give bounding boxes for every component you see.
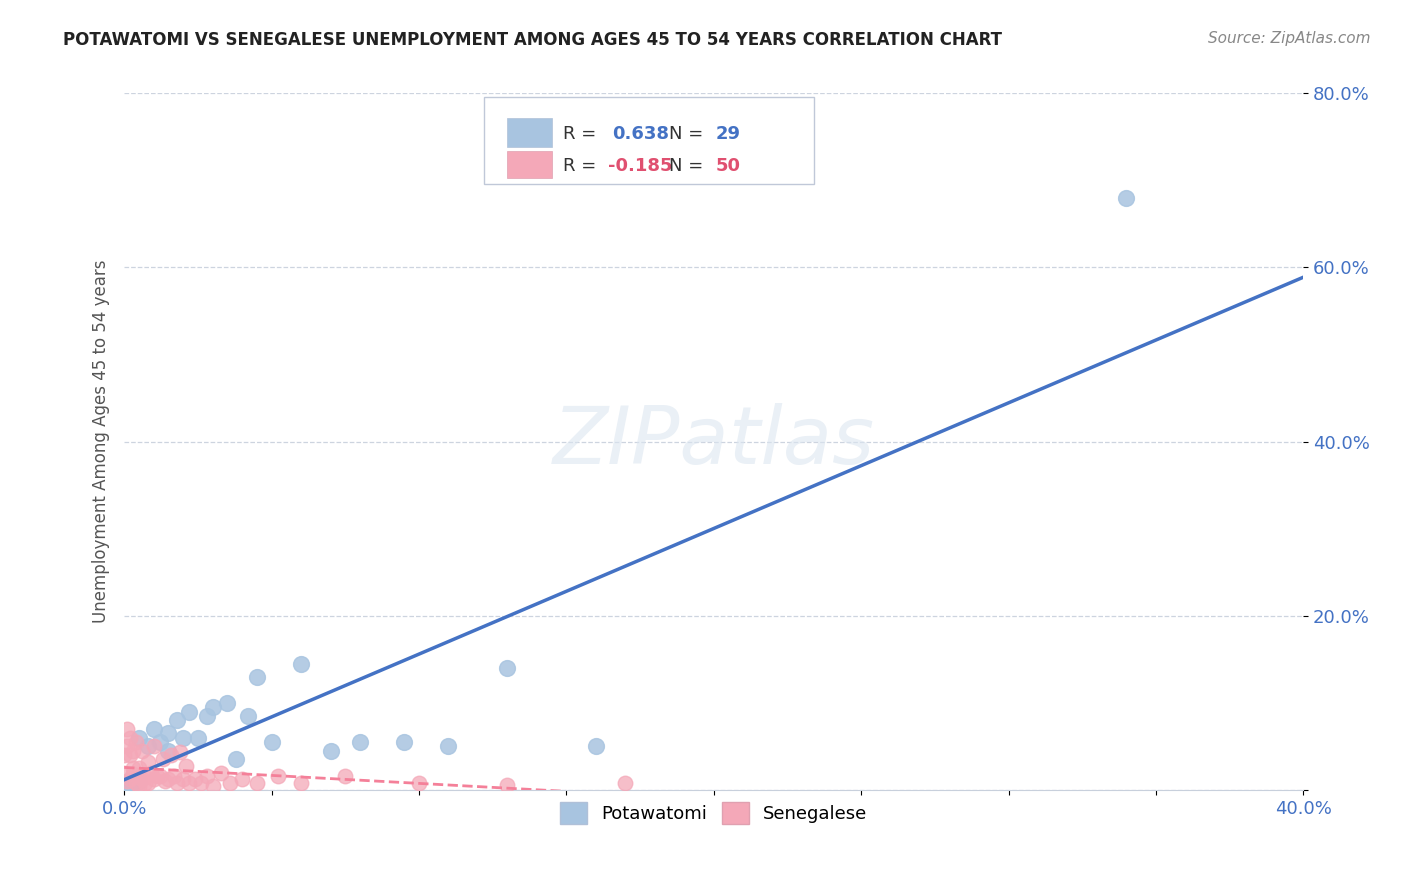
Point: [122, 761, 145, 775]
Point: [195, 709, 218, 723]
Point: [142, 772, 165, 787]
Point: [128, 774, 150, 789]
Point: [190, 776, 212, 790]
Point: [152, 751, 174, 765]
FancyBboxPatch shape: [484, 97, 814, 184]
Point: [290, 776, 312, 790]
Point: [120, 731, 142, 745]
Point: [120, 772, 142, 787]
Point: [160, 748, 183, 763]
Point: [131, 772, 153, 787]
Point: [122, 767, 145, 781]
Point: [122, 776, 145, 790]
Point: [201, 700, 224, 714]
Point: [128, 780, 150, 794]
Point: [149, 735, 172, 749]
Point: [408, 776, 430, 790]
Point: [155, 774, 177, 789]
Point: [120, 780, 142, 795]
Point: [260, 735, 283, 749]
Point: [115, 739, 138, 754]
Text: 29: 29: [716, 125, 741, 143]
Point: [128, 761, 150, 775]
Point: [122, 744, 145, 758]
Point: [157, 726, 180, 740]
Point: [437, 739, 460, 754]
Point: [125, 735, 148, 749]
Point: [585, 739, 607, 754]
Text: 50: 50: [716, 157, 741, 175]
Point: [115, 779, 138, 793]
Point: [319, 744, 342, 758]
Point: [134, 770, 156, 784]
Point: [157, 744, 180, 758]
Point: [335, 769, 357, 783]
Point: [142, 739, 165, 754]
Point: [349, 735, 371, 749]
Point: [394, 735, 416, 749]
Point: [115, 722, 138, 736]
Point: [201, 780, 224, 794]
Point: [290, 657, 312, 671]
Point: [266, 769, 288, 783]
Point: [1115, 191, 1137, 205]
Text: POTAWATOMI VS SENEGALESE UNEMPLOYMENT AMONG AGES 45 TO 54 YEARS CORRELATION CHAR: POTAWATOMI VS SENEGALESE UNEMPLOYMENT AM…: [63, 31, 1002, 49]
Point: [187, 731, 209, 745]
Point: [131, 744, 153, 758]
Point: [177, 705, 200, 719]
Point: [172, 772, 194, 787]
Text: R =: R =: [562, 125, 602, 143]
Point: [217, 696, 239, 710]
Point: [136, 739, 159, 754]
Point: [177, 776, 200, 790]
Point: [134, 776, 156, 790]
Point: [496, 778, 519, 792]
Point: [174, 758, 197, 772]
Text: N =: N =: [669, 125, 709, 143]
Point: [136, 755, 159, 769]
Point: [166, 713, 188, 727]
Point: [169, 745, 191, 759]
Point: [219, 776, 242, 790]
Text: ZIPatlas: ZIPatlas: [553, 402, 875, 481]
Point: [163, 769, 186, 783]
Point: [246, 670, 269, 684]
Point: [149, 769, 172, 783]
Legend: Potawatomi, Senegalese: Potawatomi, Senegalese: [551, 793, 876, 833]
Point: [246, 776, 269, 790]
Point: [115, 774, 138, 789]
Point: [172, 731, 194, 745]
Point: [211, 765, 233, 780]
Point: [195, 769, 218, 783]
FancyBboxPatch shape: [508, 151, 553, 178]
Point: [120, 748, 142, 763]
Point: [614, 776, 637, 790]
Point: [231, 772, 253, 787]
Text: Source: ZipAtlas.com: Source: ZipAtlas.com: [1208, 31, 1371, 46]
Point: [145, 769, 167, 783]
FancyBboxPatch shape: [508, 118, 553, 147]
Text: N =: N =: [669, 157, 709, 175]
Point: [128, 731, 150, 745]
Point: [496, 661, 519, 675]
Point: [225, 752, 247, 766]
Point: [236, 709, 259, 723]
Point: [157, 772, 180, 787]
Text: -0.185: -0.185: [607, 157, 672, 175]
Text: 0.638: 0.638: [613, 125, 669, 143]
Point: [142, 722, 165, 736]
Point: [136, 776, 159, 790]
Point: [139, 765, 162, 780]
Point: [184, 772, 207, 787]
Point: [125, 776, 148, 790]
Text: R =: R =: [562, 157, 602, 175]
Point: [166, 776, 188, 790]
Y-axis label: Unemployment Among Ages 45 to 54 years: Unemployment Among Ages 45 to 54 years: [93, 260, 110, 624]
Point: [112, 748, 135, 763]
Point: [112, 765, 135, 780]
